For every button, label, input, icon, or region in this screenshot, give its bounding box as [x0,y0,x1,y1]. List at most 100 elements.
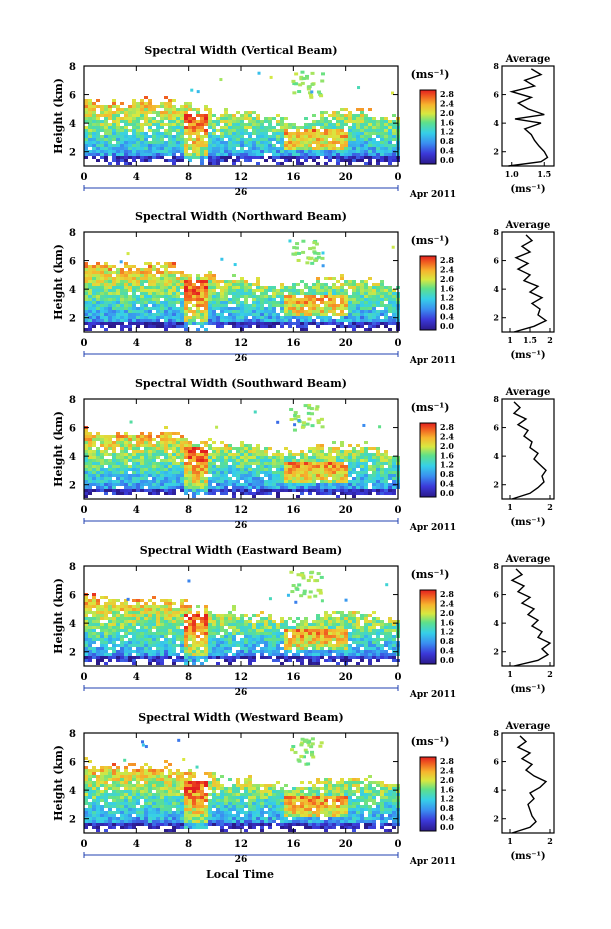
heatmap-cell [260,623,264,626]
heatmap-cell [392,468,396,471]
heatmap-cell [388,471,392,474]
heatmap-cell [340,120,344,123]
heatmap-cell [248,313,252,316]
heatmap-cell [376,120,380,123]
heatmap-cell [336,132,340,135]
heatmap-cell [84,608,88,611]
heatmap-cell [244,620,248,623]
heatmap-cell [180,286,184,289]
heatmap-cell [304,153,308,156]
heatmap-cell [256,295,260,298]
heatmap-cell [332,117,336,120]
heatmap-cell [268,638,272,641]
heatmap-cell [144,322,148,325]
heatmap-cell [172,126,176,129]
heatmap-cell [272,632,276,635]
heatmap-cell [248,650,252,653]
heatmap-cell [308,468,312,471]
heatmap-cell [368,138,372,141]
heatmap-cell [280,301,284,304]
heatmap-cell [260,307,264,310]
heatmap-cell [288,465,292,468]
heatmap-cell [136,316,140,319]
heatmap-cell [304,76,309,80]
heatmap-cell [128,638,132,641]
colorbar-tick-label: 2.8 [440,255,454,265]
heatmap-cell [172,307,176,310]
heatmap-cell [388,483,392,486]
heatmap-cell [293,411,298,415]
heatmap-cell [268,617,272,620]
heatmap-cell [257,71,261,75]
heatmap-cell [140,474,144,477]
heatmap-cell [116,310,120,313]
heatmap-cell [248,459,252,462]
heatmap-cell [376,135,380,138]
heatmap-cell [248,138,252,141]
heatmap-cell [140,486,144,489]
heatmap-cell [164,635,168,638]
heatmap-cell [228,129,232,132]
heatmap-cell [304,316,308,319]
heatmap-cell [152,147,156,150]
heatmap-cell [380,322,384,325]
heatmap-cell [128,138,132,141]
heatmap-cell [280,453,284,456]
heatmap-cell [324,313,328,316]
heatmap-cell [240,114,244,117]
heatmap-cell [184,277,188,280]
heatmap-cell [248,653,252,656]
heatmap-cell [116,477,120,480]
heatmap-cell [96,123,100,126]
heatmap-cell [96,462,100,465]
heatmap-cell [256,129,260,132]
heatmap-cell [260,132,264,135]
heatmap-cell [204,301,208,304]
heatmap-cell [196,322,200,325]
heatmap-cell [140,450,144,453]
heatmap-cell [220,322,224,325]
heatmap-cell [224,129,228,132]
heatmap-cell [204,629,208,632]
heatmap-cell [288,301,292,304]
heatmap-cell [320,462,324,465]
heatmap-cell [308,129,312,132]
heatmap-cell [152,286,156,289]
heatmap-cell [184,629,188,632]
heatmap-cell [168,271,172,274]
heatmap-cell [84,471,88,474]
heatmap-cell [104,114,108,117]
heatmap-cell [212,298,216,301]
heatmap-cell [344,132,348,135]
heatmap-cell [224,656,228,659]
panel-4: Spectral Width (Eastward Beam)2468Height… [52,544,555,700]
heatmap-cell [332,298,336,301]
heatmap-cell [212,307,216,310]
heatmap-cell [228,620,232,623]
heatmap-cell [192,298,196,301]
heatmap-cell [390,91,394,95]
heatmap-cell [204,453,208,456]
heatmap-cell [324,480,328,483]
heatmap-cell [128,605,132,608]
heatmap-cell [156,325,160,328]
heatmap-cell [196,108,200,111]
panel-title: Spectral Width (Vertical Beam) [144,44,337,57]
heatmap-cell [384,459,388,462]
heatmap-cell [128,441,132,444]
heatmap-cell [168,132,172,135]
heatmap-cell [160,120,164,123]
heatmap-cell [124,289,128,292]
heatmap-cell [260,123,264,126]
heatmap-cell [100,298,104,301]
heatmap-cell [332,132,336,135]
heatmap-cell [248,474,252,477]
heatmap-cell [228,638,232,641]
heatmap-cell [104,483,108,486]
panel-title: Spectral Width (Eastward Beam) [140,544,342,557]
heatmap-cell [248,156,252,159]
heatmap-cell [248,647,252,650]
heatmap-cell [240,447,244,450]
heatmap-cell [168,102,172,105]
heatmap-cell [144,117,148,120]
